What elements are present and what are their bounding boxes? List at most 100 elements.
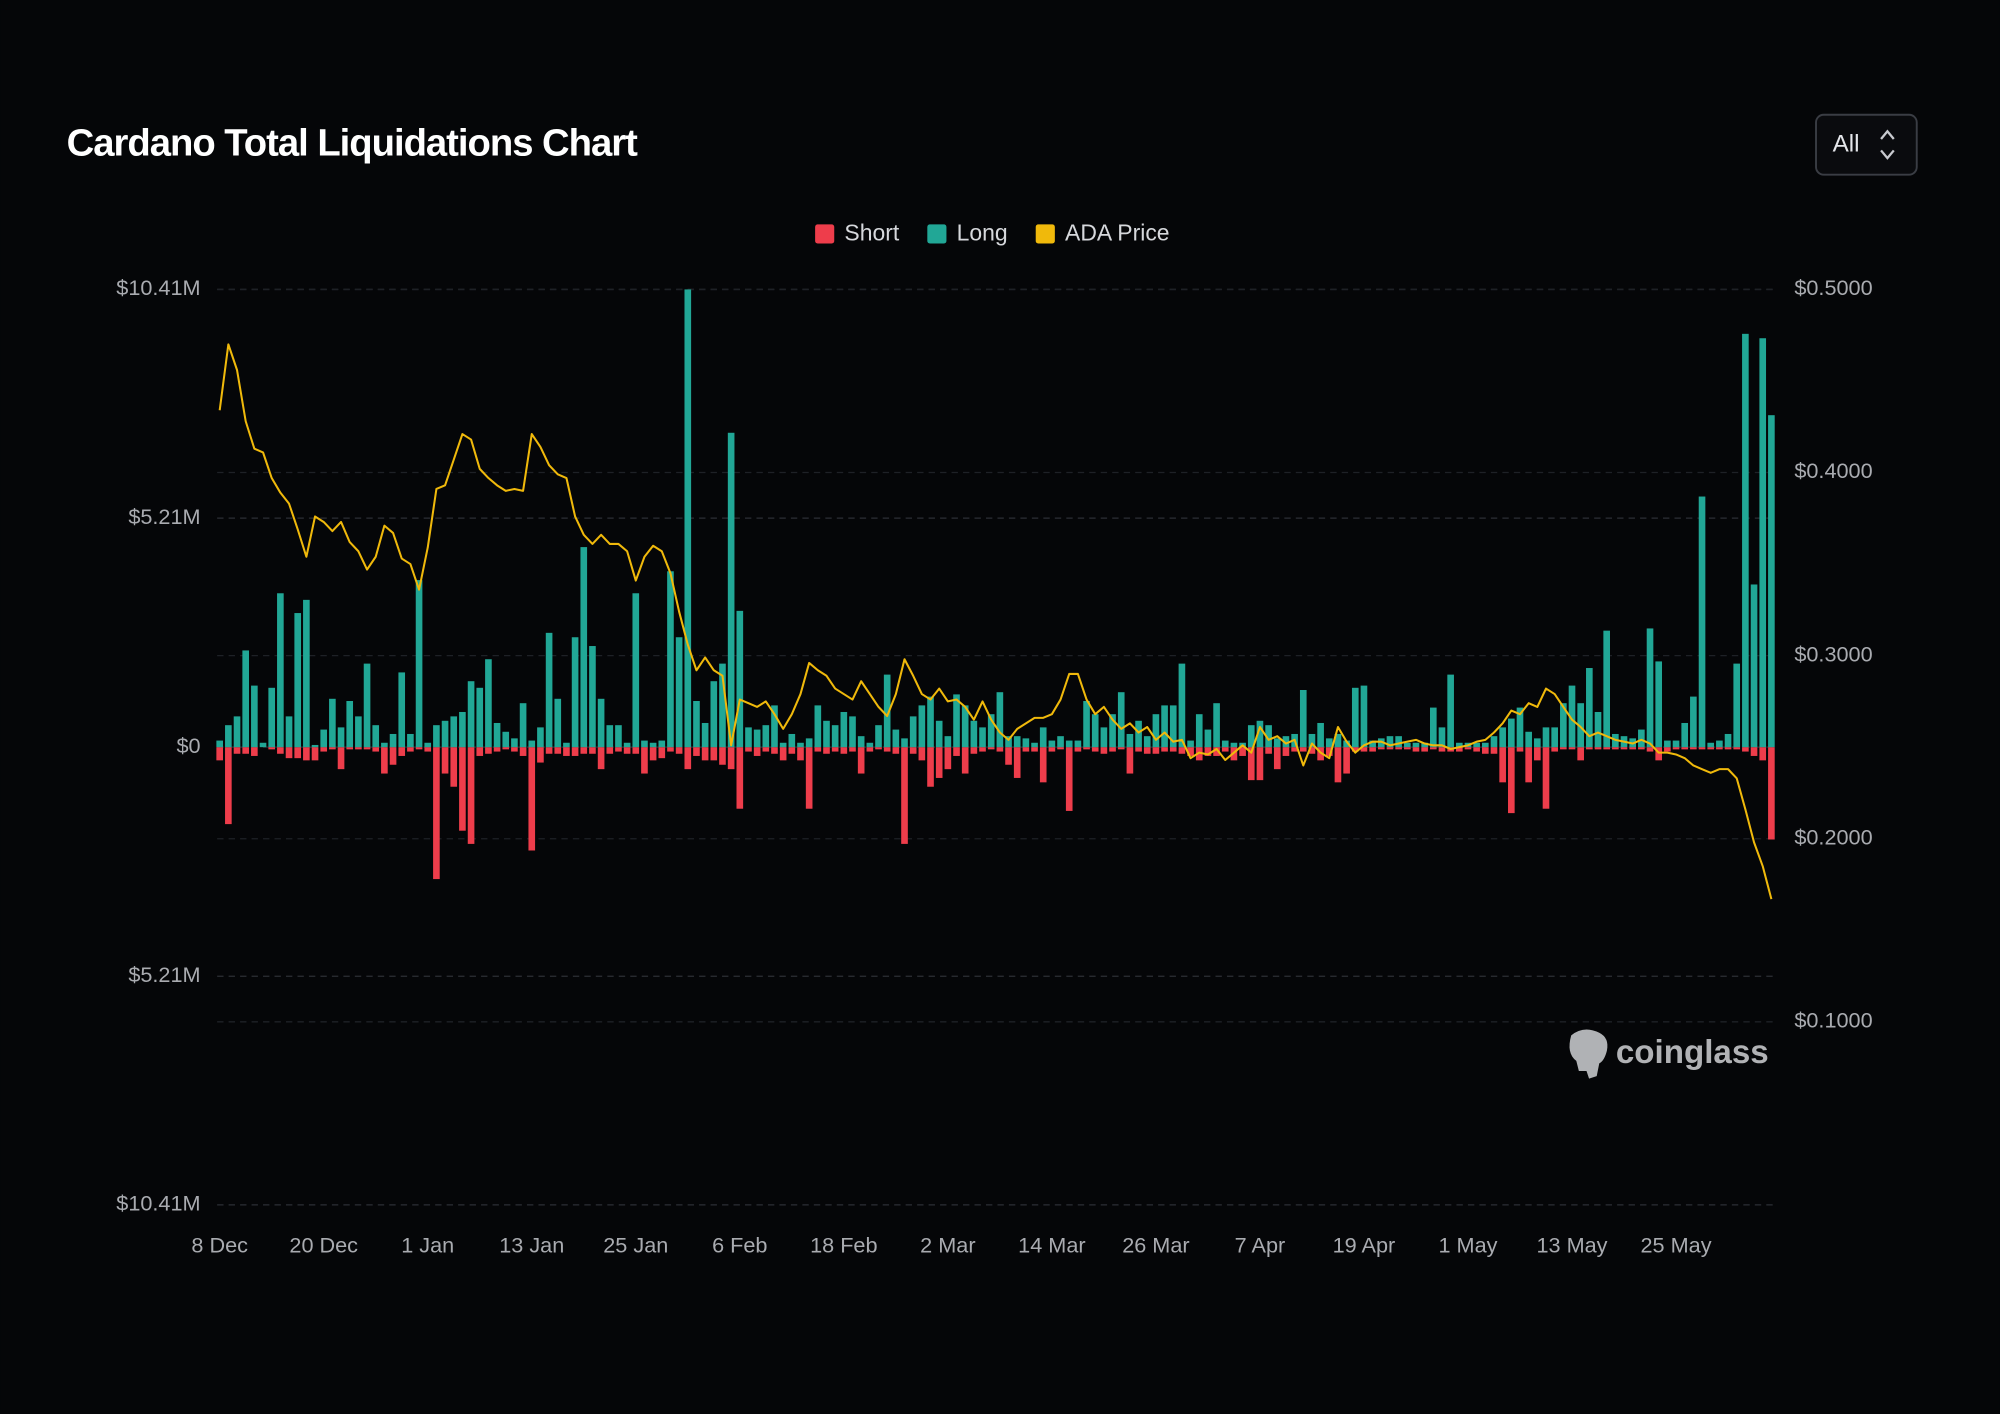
bar [909,716,917,748]
bar [233,716,241,748]
range-select-box[interactable] [1815,113,1918,176]
bar [1308,733,1316,748]
bar [545,632,553,748]
bar [1360,747,1368,752]
range-select[interactable]: All [1815,113,1918,176]
bar [268,747,276,750]
bar [1534,747,1541,761]
bar [805,747,813,809]
bar [1334,747,1342,783]
bar [961,705,969,748]
bar [1429,747,1437,750]
x-tick-label: 19 Apr [1333,1233,1396,1258]
bar [1074,747,1082,752]
legend: Short Long ADA Price [815,220,1170,246]
bar [363,663,371,748]
bar [398,747,406,756]
x-tick-label: 20 Dec [289,1233,358,1258]
bar [953,694,960,748]
bar [935,747,943,778]
bar [1273,747,1281,770]
bar [597,747,605,770]
bar [883,747,891,752]
bar [745,747,752,752]
bar [597,698,605,748]
bar [1612,747,1619,750]
bar [589,646,596,748]
bar [1698,747,1706,750]
bar [1664,747,1671,752]
bar [381,747,388,774]
bar [251,747,258,756]
bar [857,736,865,748]
bar [563,742,570,748]
bar [1091,747,1099,752]
bar [779,747,787,761]
bar [1525,747,1532,783]
bar [1525,731,1532,748]
bar [346,747,354,750]
bar [762,725,770,748]
bar [1282,736,1290,748]
bar [1542,727,1550,748]
bar [1516,747,1524,752]
bar [511,738,518,748]
bar [788,733,796,748]
bar [233,747,241,754]
legend-swatch [927,224,947,244]
x-tick-label: 18 Feb [810,1233,877,1258]
range-select-label[interactable]: All [1833,131,1860,158]
bar [961,747,969,774]
bar [1065,747,1073,811]
bar [242,650,250,748]
bar [485,747,492,754]
bar [433,725,440,748]
bar [441,747,449,774]
bar [1586,668,1593,748]
bar [719,747,726,765]
x-tick-label: 2 Mar [920,1233,975,1258]
bar [814,705,822,748]
bar [1135,720,1142,748]
bar [641,740,648,748]
bar [1698,496,1706,748]
bar [1638,729,1645,748]
bar [1091,714,1099,748]
bar [1013,747,1021,778]
bar [1447,674,1454,748]
bar [987,747,995,750]
bar [1412,747,1420,752]
bar [467,681,475,748]
bar [1005,747,1012,765]
bar [710,747,718,761]
bar [1690,747,1697,750]
bar [1325,747,1333,756]
bar [693,747,700,756]
bar [1213,747,1220,756]
bar [1187,747,1194,756]
bar [329,747,336,750]
bar [1568,747,1576,750]
bar [727,747,735,770]
bar [1022,738,1030,748]
bar [1213,703,1220,748]
bar [1681,722,1689,748]
legend-label: Long [957,220,1008,246]
bar [1577,747,1584,761]
bar [1161,747,1168,752]
bar [311,744,319,748]
bar [285,716,293,748]
watermark-icon [1569,1029,1608,1079]
bar [1403,742,1411,748]
bar [1742,747,1749,752]
bar [1273,738,1281,748]
x-tick-label: 25 Jan [603,1233,668,1258]
bar [623,742,631,748]
bar [424,747,432,752]
bar [1048,740,1056,748]
bar [1369,740,1376,748]
bar [1733,747,1741,750]
range-select-chevron[interactable] [1880,129,1895,160]
bar [927,696,934,748]
bar [805,738,813,748]
